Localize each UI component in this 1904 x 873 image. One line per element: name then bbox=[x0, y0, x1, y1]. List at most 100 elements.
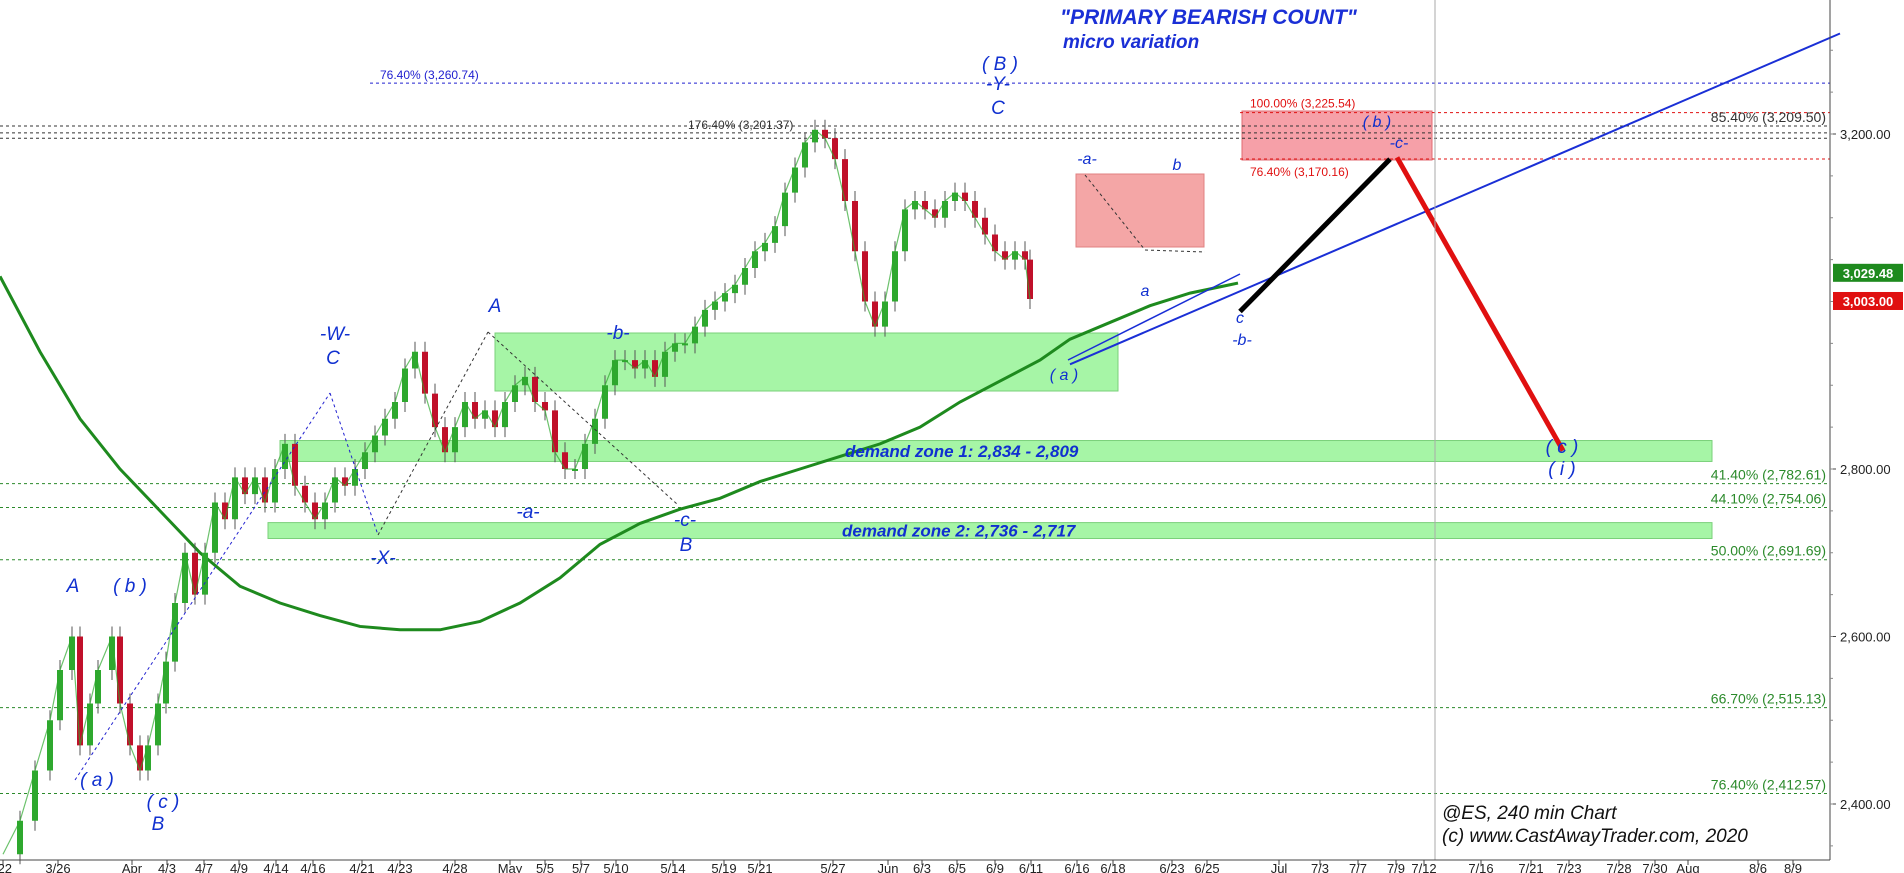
wave-label-25: ( i ) bbox=[1548, 459, 1575, 480]
price-candle bbox=[542, 402, 548, 411]
price-candle bbox=[732, 284, 738, 294]
x-tick-label-15: 5/14 bbox=[660, 861, 685, 873]
price-candle bbox=[522, 376, 528, 386]
price-candle bbox=[662, 351, 668, 377]
price-candle bbox=[77, 636, 83, 746]
price-candle bbox=[792, 167, 798, 193]
price-candle bbox=[282, 443, 288, 469]
x-tick-label-38: Aug bbox=[1676, 861, 1699, 873]
price-candle bbox=[192, 552, 198, 595]
price-candle bbox=[382, 418, 388, 436]
price-candle bbox=[592, 418, 598, 444]
x-tick-label-30: 7/7 bbox=[1349, 861, 1367, 873]
price-candle bbox=[222, 502, 228, 520]
wave-dotted-1 bbox=[329, 392, 379, 536]
wave-label-13: ( B ) bbox=[982, 54, 1018, 75]
x-tick-label-21: 6/5 bbox=[948, 861, 966, 873]
wave-label-12: B bbox=[680, 535, 693, 556]
wave-label-18: a bbox=[1141, 283, 1150, 300]
labels-layer: demand zone 1: 2,834 - 2,809 demand zone … bbox=[66, 6, 1826, 847]
x-tick-label-5: 4/9 bbox=[230, 861, 248, 873]
x-tick-label-35: 7/23 bbox=[1556, 861, 1581, 873]
price-candle bbox=[155, 703, 161, 746]
price-candle bbox=[242, 477, 248, 495]
price-candle bbox=[332, 477, 338, 503]
fib-label-5: 41.40% (2,782.61) bbox=[1711, 467, 1826, 483]
x-tick-label-10: 4/28 bbox=[442, 861, 467, 873]
wave-label-24: ( c ) bbox=[1546, 437, 1579, 458]
price-candle bbox=[87, 703, 93, 746]
price-candle bbox=[372, 435, 378, 453]
price-candle bbox=[482, 410, 488, 419]
x-tick-label-36: 7/28 bbox=[1606, 861, 1631, 873]
fib-label-0: 76.40% (3,260.74) bbox=[380, 68, 479, 82]
price-candle bbox=[109, 636, 115, 670]
x-tick-label-13: 5/7 bbox=[572, 861, 590, 873]
x-tick-label-37: 7/30 bbox=[1642, 861, 1667, 873]
pink-box-left bbox=[1075, 173, 1205, 248]
x-tick-label-3: 4/3 bbox=[158, 861, 176, 873]
wave-label-2: ( a ) bbox=[80, 770, 114, 791]
x-tick-label-12: 5/5 bbox=[536, 861, 554, 873]
price-candle bbox=[652, 360, 658, 377]
wave-label-23: -c- bbox=[1390, 135, 1409, 152]
wave-label-4: B bbox=[152, 814, 165, 835]
price-candle bbox=[852, 201, 858, 252]
x-tick-label-22: 6/9 bbox=[986, 861, 1004, 873]
y-tick-label-3: 2,400.00 bbox=[1840, 797, 1891, 812]
x-tick-label-28: Jul bbox=[1271, 861, 1288, 873]
x-tick-label-27: 6/25 bbox=[1194, 861, 1219, 873]
demand-zone-1 bbox=[279, 440, 1713, 462]
price-candle bbox=[532, 376, 538, 402]
price-candle bbox=[1012, 251, 1018, 260]
price-candle bbox=[872, 301, 878, 327]
last-price-box-0 bbox=[1833, 263, 1903, 282]
zones-layer bbox=[267, 110, 1713, 540]
last-price-box-1 bbox=[1833, 291, 1903, 310]
x-tick-label-14: 5/10 bbox=[603, 861, 628, 873]
price-candle bbox=[552, 410, 558, 453]
price-candle bbox=[392, 402, 398, 419]
wave-label-22: ( b ) bbox=[1363, 114, 1391, 131]
price-candle bbox=[422, 351, 428, 394]
x-tick-label-6: 4/14 bbox=[263, 861, 288, 873]
wave-label-6: C bbox=[326, 348, 340, 369]
price-candle bbox=[862, 251, 868, 302]
price-candle bbox=[842, 159, 848, 201]
price-candle bbox=[722, 293, 728, 302]
x-tick-label-23: 6/11 bbox=[1019, 861, 1043, 873]
price-candle bbox=[432, 393, 438, 428]
price-candle bbox=[1027, 259, 1033, 299]
price-candle bbox=[1002, 251, 1008, 260]
price-candle bbox=[212, 502, 218, 553]
price-candle bbox=[232, 477, 238, 520]
blue-trendline-lower bbox=[1067, 273, 1241, 361]
demand-zone-1-label: demand zone 1: 2,834 - 2,809 bbox=[845, 442, 1079, 461]
price-candle bbox=[602, 385, 608, 419]
wave-label-17: b bbox=[1173, 157, 1182, 174]
moving-average-line bbox=[0, 275, 1239, 632]
x-tick-label-11: May bbox=[498, 861, 523, 873]
wave-label-16: -a- bbox=[1077, 151, 1097, 168]
wave-dotted-3 bbox=[487, 331, 679, 506]
price-candle bbox=[972, 201, 978, 218]
x-tick-label-2: Apr bbox=[122, 861, 143, 873]
x-tick-label-16: 5/19 bbox=[711, 861, 736, 873]
fib-levels-layer bbox=[0, 82, 1830, 794]
price-candle bbox=[892, 251, 898, 302]
price-candle bbox=[163, 661, 169, 704]
price-candle bbox=[802, 142, 808, 168]
fib-label-6: 44.10% (2,754.06) bbox=[1711, 490, 1826, 506]
price-candle bbox=[342, 477, 348, 486]
x-tick-label-20: 6/3 bbox=[913, 861, 931, 873]
price-candle bbox=[127, 703, 133, 746]
price-candle bbox=[762, 242, 768, 252]
price-candle bbox=[462, 402, 468, 428]
wave-dotted-4 bbox=[1084, 174, 1146, 251]
x-tick-label-40: 8/9 bbox=[1784, 861, 1802, 873]
price-candle bbox=[1022, 251, 1028, 260]
price-candle bbox=[912, 201, 918, 210]
price-candle bbox=[137, 745, 143, 771]
x-tick-label-4: 4/7 bbox=[195, 861, 213, 873]
projection-up-line bbox=[1238, 157, 1392, 314]
